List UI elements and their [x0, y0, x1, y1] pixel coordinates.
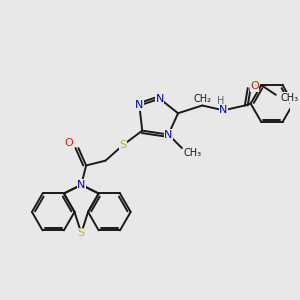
Text: O: O — [64, 138, 73, 148]
Text: H: H — [217, 96, 224, 106]
Text: CH₃: CH₃ — [280, 93, 299, 103]
Text: CH₃: CH₃ — [184, 148, 202, 158]
Text: N: N — [135, 100, 143, 110]
Text: N: N — [155, 94, 164, 104]
Text: N: N — [219, 105, 228, 115]
Text: CH₂: CH₂ — [193, 94, 211, 104]
Text: N: N — [77, 180, 86, 190]
Text: S: S — [78, 228, 85, 238]
Text: O: O — [250, 81, 259, 91]
Text: N: N — [164, 130, 172, 140]
Text: S: S — [119, 140, 127, 150]
